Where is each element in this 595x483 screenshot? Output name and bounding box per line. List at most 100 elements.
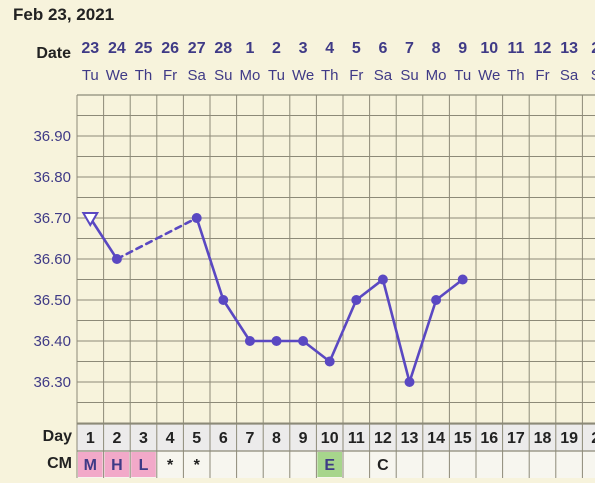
day-cell (263, 424, 290, 451)
data-point (404, 377, 415, 387)
y-tick-label: 36.60 (33, 251, 71, 268)
data-point (457, 274, 468, 285)
cm-cell (476, 451, 503, 478)
cycle-day-label: 5 (192, 430, 201, 447)
cm-entry-label: * (194, 457, 201, 474)
cm-row-label: CM (47, 455, 72, 472)
date-tick-label: 13 (560, 40, 578, 57)
date-tick-label: 11 (507, 40, 524, 57)
data-point (351, 295, 362, 305)
date-tick-label: 12 (534, 40, 552, 57)
weekday-tick-label: Sa (560, 67, 579, 84)
series-segment (115, 216, 198, 261)
series-segment (354, 278, 385, 302)
date-tick-label: 4 (325, 40, 334, 57)
data-point (324, 356, 335, 367)
cycle-day-label: 8 (272, 430, 281, 447)
data-point (191, 213, 202, 223)
date-tick-label: 5 (352, 40, 361, 57)
series-segment (301, 339, 332, 363)
cm-entry-label: E (324, 457, 335, 474)
series-segment (434, 278, 465, 302)
data-point (298, 336, 309, 346)
cm-cell (289, 451, 317, 478)
day-cell (156, 424, 184, 451)
y-tick-label: 36.90 (33, 128, 71, 145)
cycle-day-label: 18 (534, 430, 552, 447)
weekday-tick-label: Th (507, 67, 525, 84)
data-point (431, 295, 442, 305)
day-cell (422, 424, 450, 451)
weekday-tick-label: Tu (82, 67, 99, 84)
date-tick-label: 25 (135, 40, 153, 57)
date-tick-label: 2 (591, 40, 595, 57)
date-tick-label: 26 (161, 40, 179, 57)
cm-cell (369, 451, 397, 478)
date-row-label: Date (36, 45, 71, 62)
cm-cell (502, 451, 530, 478)
cycle-day-label: 3 (139, 430, 148, 447)
cycle-day-label: 9 (299, 430, 308, 447)
day-cell (289, 424, 317, 451)
day-cell (236, 424, 264, 451)
date-tick-label: 23 (81, 40, 99, 57)
data-point-open (81, 212, 100, 227)
cycle-day-label: 6 (219, 430, 228, 447)
weekday-tick-label: Fr (163, 67, 177, 84)
series-segment (195, 216, 225, 302)
date-tick-label: 9 (458, 40, 467, 57)
series-segment (328, 298, 358, 363)
data-point (111, 254, 122, 264)
series-segment (89, 216, 119, 261)
chart-date-title: Feb 23, 2021 (13, 5, 114, 24)
cycle-day-label: 4 (166, 430, 175, 447)
weekday-tick-label: We (292, 67, 314, 84)
cm-entry-label: M (84, 457, 97, 474)
day-cell (449, 424, 476, 451)
weekday-tick-label: Sa (374, 67, 393, 84)
date-tick-label: 24 (108, 40, 126, 57)
data-point (218, 295, 229, 305)
weekday-tick-label: Sa (188, 67, 207, 84)
date-tick-label: 6 (378, 40, 387, 57)
weekday-tick-label: Th (321, 67, 339, 84)
day-cell (183, 424, 210, 451)
cycle-day-label: 15 (454, 430, 472, 447)
cm-entry-label: C (377, 457, 389, 474)
day-cell (529, 424, 556, 451)
day-cell (77, 424, 104, 451)
cm-cell (236, 451, 264, 478)
day-cell (343, 424, 370, 451)
day-cell (582, 424, 595, 451)
cycle-day-label: 19 (560, 430, 578, 447)
y-tick-label: 36.70 (33, 210, 71, 227)
weekday-tick-label: Tu (268, 67, 285, 84)
weekday-tick-label: Mo (426, 67, 447, 84)
y-tick-label: 36.50 (33, 292, 71, 309)
day-row-label: Day (43, 428, 72, 445)
cycle-day-label: 16 (480, 430, 498, 447)
y-tick-label: 36.40 (33, 333, 71, 350)
y-tick-label: 36.80 (33, 169, 71, 186)
weekday-tick-label: S (591, 67, 595, 84)
series-segment (381, 278, 411, 384)
weekday-tick-label: Th (135, 67, 153, 84)
cycle-day-label: 2 (591, 430, 595, 447)
cm-cell (422, 451, 450, 478)
cm-cell (396, 451, 423, 478)
cm-entry-label: * (167, 457, 174, 474)
date-tick-label: 10 (480, 40, 498, 57)
series-segment (408, 298, 438, 384)
y-tick-label: 36.30 (33, 374, 71, 391)
cm-cell (210, 451, 237, 478)
day-cell (130, 424, 157, 451)
cm-cell (263, 451, 290, 478)
date-tick-label: 27 (188, 40, 206, 57)
weekday-tick-label: Su (214, 67, 232, 84)
cycle-day-label: 10 (321, 430, 339, 447)
cm-highlight (78, 452, 103, 477)
cm-cell (449, 451, 476, 478)
cycle-day-label: 17 (507, 430, 525, 447)
cm-entry-label: H (111, 457, 123, 474)
